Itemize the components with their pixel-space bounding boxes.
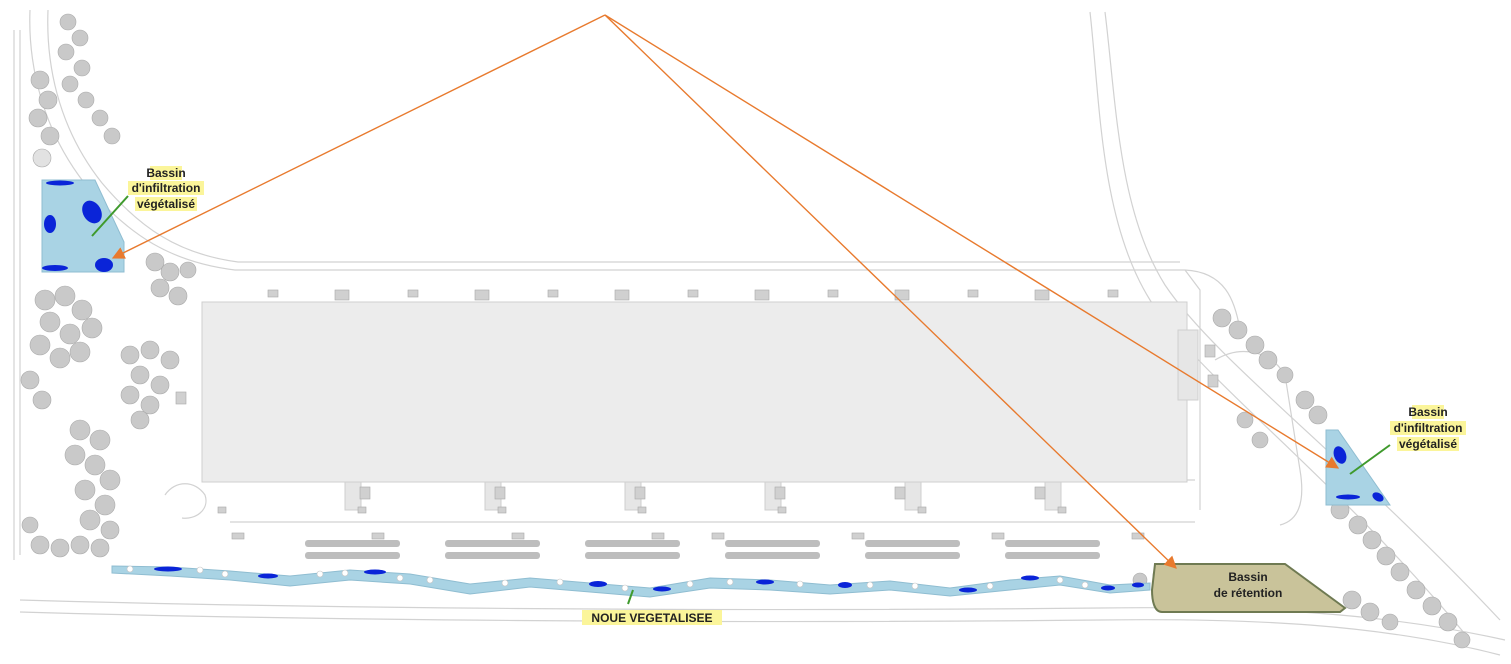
- label-retention: Bassin de rétention: [1214, 570, 1283, 600]
- basin-right-line-1: Bassin: [1408, 405, 1447, 419]
- retention-line-1: Bassin: [1228, 570, 1267, 584]
- basin-left-line-2: d'infiltration: [132, 181, 201, 195]
- tree-clusters: [20, 13, 1471, 649]
- infiltration-basin-left: [41, 179, 125, 273]
- retention-line-2: de rétention: [1214, 586, 1283, 600]
- flow-arrows: [111, 14, 1340, 569]
- basin-left-line-1: Bassin: [146, 166, 185, 180]
- warehouse-building: [201, 301, 1188, 483]
- parking-markers: [175, 289, 1219, 540]
- noue-vegetalisee: [111, 565, 1151, 598]
- label-basin-left: Bassin d'infiltration végétalisé: [128, 166, 204, 211]
- parking-rows: [305, 540, 1100, 559]
- basin-right-line-2: d'infiltration: [1394, 421, 1463, 435]
- label-noue: NOUE VEGETALISEE: [582, 610, 722, 625]
- basin-right-line-3: végétalisé: [1399, 437, 1457, 451]
- noue-label: NOUE VEGETALISEE: [591, 611, 712, 625]
- retention-basin: [1150, 563, 1347, 613]
- basin-left-line-3: végétalisé: [137, 197, 195, 211]
- label-basin-right: Bassin d'infiltration végétalisé: [1390, 405, 1466, 451]
- label-leaders: [91, 195, 1391, 605]
